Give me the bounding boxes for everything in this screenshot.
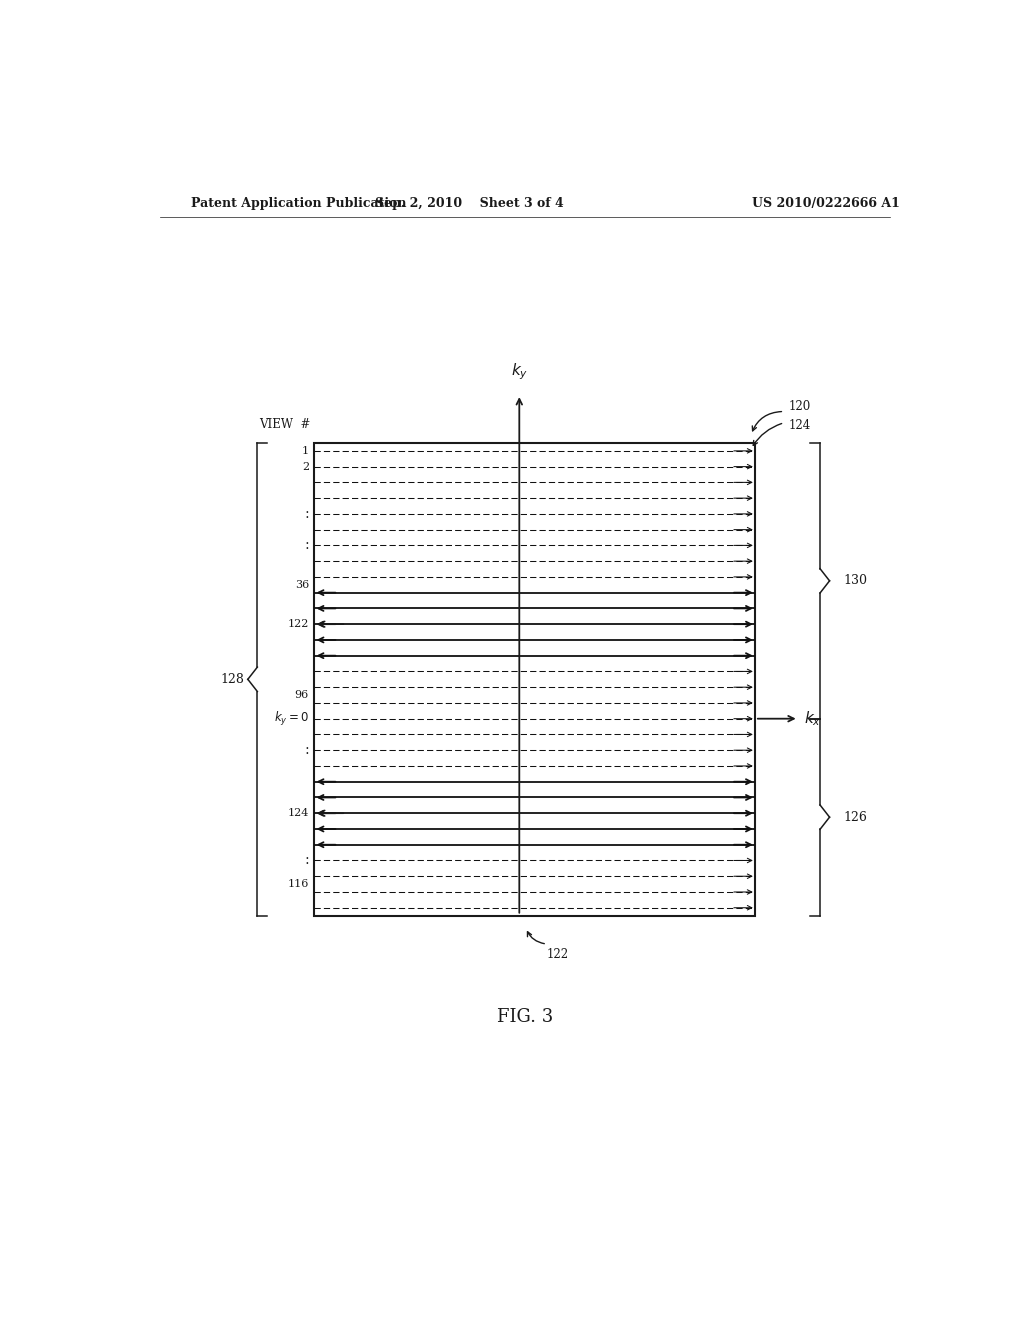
- Text: 126: 126: [844, 810, 867, 824]
- Text: 128: 128: [220, 673, 244, 686]
- Bar: [314, 444, 755, 916]
- Text: 130: 130: [844, 574, 867, 587]
- Text: :: :: [304, 743, 309, 758]
- Text: 124: 124: [288, 808, 309, 818]
- Text: 36: 36: [295, 579, 309, 590]
- Text: 2: 2: [302, 462, 309, 471]
- Text: :: :: [304, 539, 309, 552]
- Text: US 2010/0222666 A1: US 2010/0222666 A1: [753, 197, 900, 210]
- Text: 122: 122: [547, 948, 569, 961]
- Text: 96: 96: [295, 690, 309, 700]
- Text: $k_x$: $k_x$: [804, 709, 821, 729]
- Text: 116: 116: [288, 879, 309, 890]
- Text: :: :: [304, 507, 309, 521]
- Text: $k_y = 0$: $k_y = 0$: [273, 710, 309, 727]
- Text: 1: 1: [302, 446, 309, 455]
- Text: Patent Application Publication: Patent Application Publication: [191, 197, 407, 210]
- Text: FIG. 3: FIG. 3: [497, 1008, 553, 1026]
- Text: Sep. 2, 2010    Sheet 3 of 4: Sep. 2, 2010 Sheet 3 of 4: [375, 197, 563, 210]
- Text: VIEW  #: VIEW #: [259, 418, 310, 430]
- Text: 120: 120: [788, 400, 811, 413]
- Text: $k_y$: $k_y$: [511, 362, 528, 381]
- Text: 124: 124: [788, 420, 811, 432]
- Text: :: :: [304, 854, 309, 867]
- Text: 122: 122: [288, 619, 309, 630]
